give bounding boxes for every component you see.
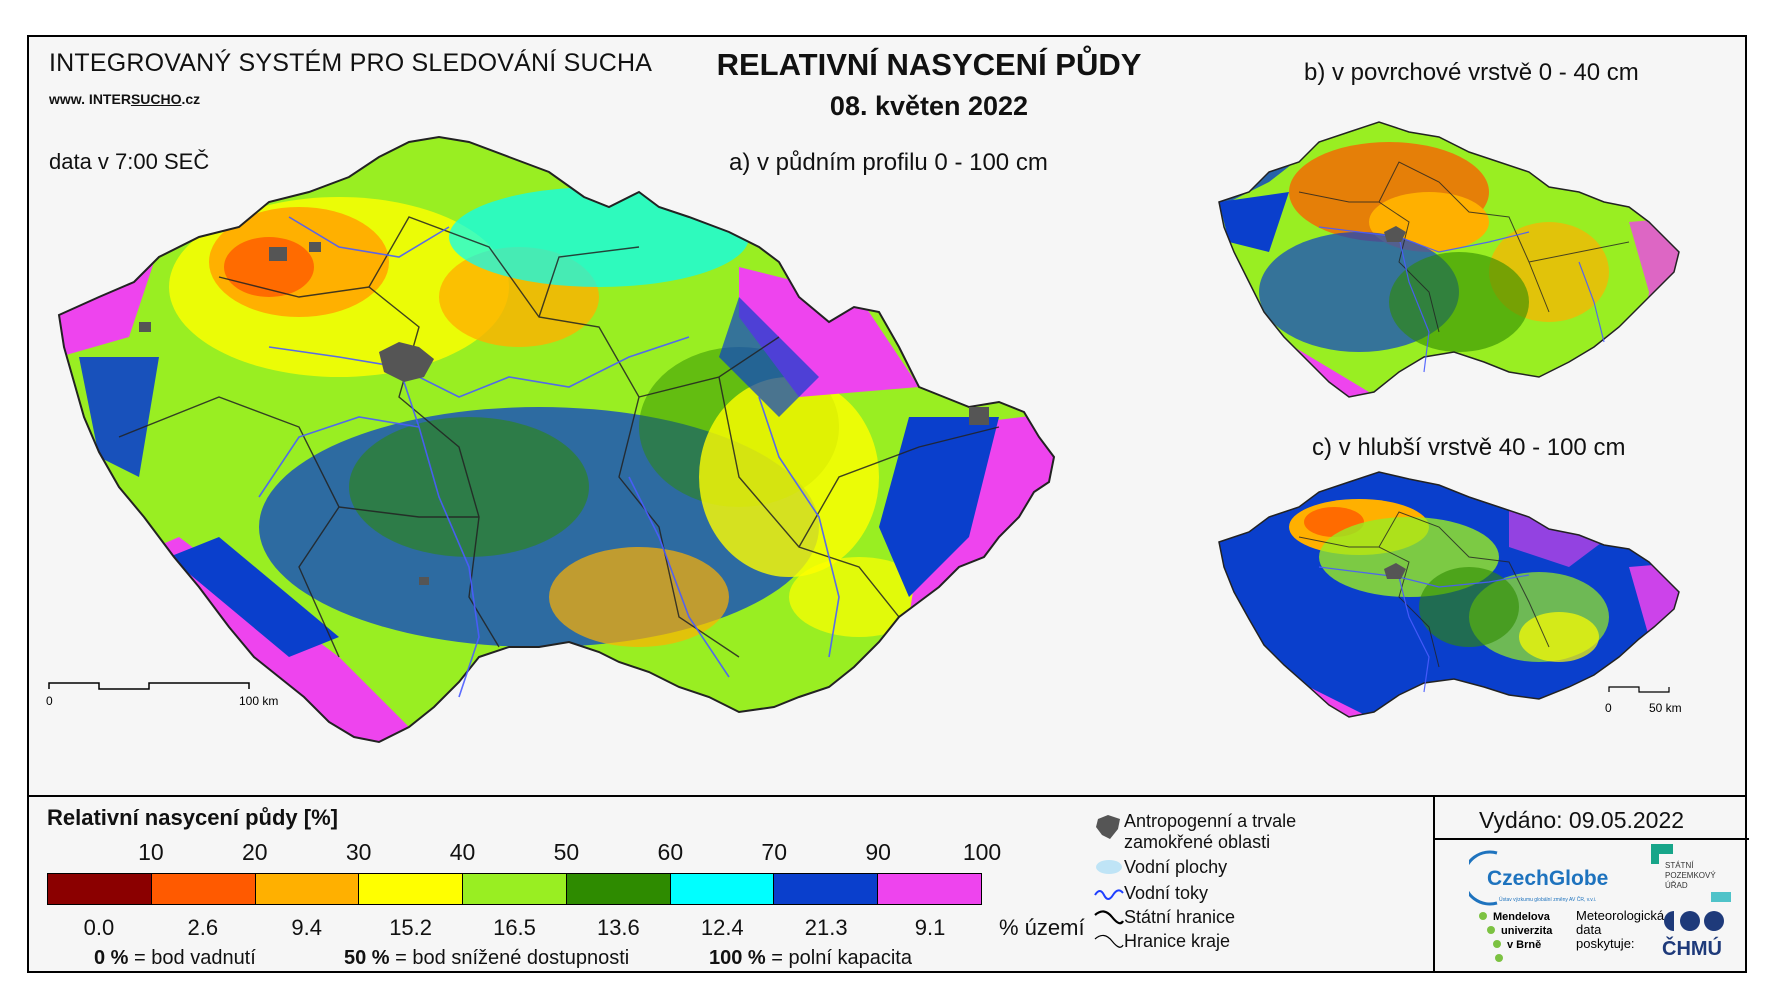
svg-text:STÁTNÍ: STÁTNÍ: [1665, 861, 1694, 870]
svg-text:POZEMKOVÝ: POZEMKOVÝ: [1665, 871, 1716, 880]
legend-threshold-2: 30: [345, 839, 372, 865]
percent-unit: % území: [999, 915, 1085, 940]
legend-percent-8: 9.1: [914, 915, 946, 940]
note-field-capacity: 100 % = polní kapacita: [709, 947, 912, 969]
legend-class-7: [774, 874, 879, 904]
svg-text:poskytuje:: poskytuje:: [1576, 936, 1635, 951]
legend-threshold-8: 100: [962, 839, 1002, 865]
svg-text:Mendelova: Mendelova: [1493, 911, 1551, 923]
water-bodies-label: Vodní plochy: [1124, 857, 1228, 877]
state-border-label: Státní hranice: [1124, 907, 1236, 927]
legend-class-4: [463, 874, 567, 904]
legend-threshold-6: 70: [761, 839, 788, 865]
map-b-surface-layer: [1218, 121, 1680, 398]
svg-text:ČHMÚ: ČHMÚ: [1662, 936, 1722, 960]
czechglobe-logo: CzechGlobe Ústav výzkumu globální změny …: [1469, 850, 1608, 906]
legend-threshold-5: 60: [657, 839, 684, 865]
legend-threshold-4: 50: [553, 839, 580, 865]
url-prefix: www. INTER: [49, 91, 131, 107]
legend-class-8: [878, 874, 982, 904]
note-wilting: 0 % = bod vadnutí: [94, 947, 256, 969]
map-b-label: b) v povrchové vrstvě 0 - 40 cm: [1304, 59, 1639, 86]
svg-text:Ústav výzkumu globální změny A: Ústav výzkumu globální změny AV ČR, v.v.…: [1499, 896, 1596, 903]
legend-color-bar: [47, 873, 982, 905]
svg-text:CzechGlobe: CzechGlobe: [1487, 867, 1608, 890]
anthropogenic-area-icon: [1096, 815, 1120, 839]
scale-bar-main: 0 100 km: [46, 682, 278, 708]
legend-class-1: [151, 874, 256, 904]
region-border-label: Hranice kraje: [1124, 931, 1231, 951]
main-title: RELATIVNÍ NASYCENÍ PŮDY: [716, 47, 1142, 82]
water-course-icon: [1094, 889, 1124, 900]
issued-divider: [1433, 838, 1749, 840]
legend-percent-6: 12.4: [700, 915, 744, 940]
scale-bar-small: 0 50 km: [1605, 686, 1682, 715]
legend-class-2: [255, 874, 360, 904]
legend-panel: Relativní nasycení půdy [%] 10 20 30 40 50 60…: [29, 795, 1745, 975]
legend-threshold-1: 20: [241, 839, 268, 865]
legend-threshold-7: 90: [865, 839, 891, 865]
url-suffix: .cz: [181, 91, 201, 107]
spu-logo: STÁTNÍ POZEMKOVÝ ÚŘAD: [1651, 844, 1731, 902]
data-time: data v 7:00 SEČ: [49, 149, 210, 174]
legend-percent-3: 15.2: [389, 915, 433, 940]
website-link[interactable]: www. INTERSUCHO.cz: [49, 91, 200, 107]
legend-percent-7: 21.3: [804, 915, 848, 940]
mendel-university-logo: Mendelova univerzita v Brně: [1479, 911, 1553, 962]
legend-threshold-0: 10: [138, 839, 164, 865]
svg-text:univerzita: univerzita: [1501, 925, 1553, 937]
anthropogenic-label: Antropogenní a trvale zamokřené oblasti: [1124, 811, 1297, 852]
legend-divider: [1433, 795, 1435, 973]
state-border-icon: [1094, 910, 1124, 925]
note-reduced-availability: 50 % = bod snížené dostupnosti: [344, 947, 630, 969]
legend-percent-2: 9.4: [291, 915, 323, 940]
legend-percent-4: 16.5: [493, 915, 536, 940]
scale-main-end: 100 km: [239, 694, 278, 708]
chmu-logo: Meteorologická data poskytuje: ČHMÚ: [1576, 908, 1724, 960]
water-courses-label: Vodní toky: [1124, 883, 1209, 903]
map-date: 08. květen 2022: [829, 91, 1029, 121]
scale-small-end: 50 km: [1649, 701, 1682, 715]
legend-threshold-3: 40: [449, 839, 476, 865]
legend-percent-5: 13.6: [596, 915, 640, 940]
map-frame: INTEGROVANÝ SYSTÉM PRO SLEDOVÁNÍ SUCHA w…: [27, 35, 1749, 975]
svg-text:Meteorologická: Meteorologická: [1576, 908, 1665, 923]
legend-class-6: [670, 874, 775, 904]
scale-main-zero: 0: [46, 694, 53, 708]
url-underlined: SUCHO: [130, 91, 182, 107]
legend-percent-1: 2.6: [187, 915, 219, 940]
legend-percent-0: 0.0: [83, 915, 115, 940]
map-a-soil-profile: 0 100 km: [46, 135, 1056, 744]
legend-class-5: [566, 874, 671, 904]
region-border-icon: [1094, 934, 1124, 948]
legend-class-0: [48, 874, 152, 904]
svg-text:ÚŘAD: ÚŘAD: [1665, 881, 1688, 890]
map-a-label: a) v půdním profilu 0 - 100 cm: [729, 149, 1048, 176]
issued-date: Vydáno: 09.05.2022: [1479, 807, 1685, 833]
system-title: INTEGROVANÝ SYSTÉM PRO SLEDOVÁNÍ SUCHA: [49, 49, 653, 77]
legend-class-3: [359, 874, 464, 904]
legend-title: Relativní nasycení půdy [%]: [47, 805, 338, 830]
svg-text:v Brně: v Brně: [1507, 939, 1541, 951]
water-body-icon: [1096, 860, 1122, 874]
svg-text:data: data: [1576, 922, 1602, 937]
scale-small-zero: 0: [1605, 701, 1612, 715]
map-c-label: c) v hlubší vrstvě 40 - 100 cm: [1312, 434, 1626, 461]
map-c-deep-layer: 0 50 km: [1218, 471, 1682, 718]
